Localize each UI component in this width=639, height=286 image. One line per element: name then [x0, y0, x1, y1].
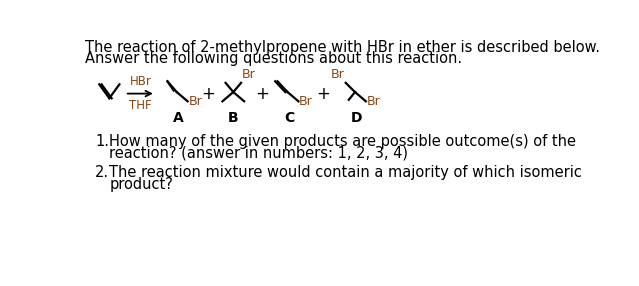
Text: Br: Br: [189, 95, 202, 108]
Text: D: D: [351, 111, 362, 125]
Text: HBr: HBr: [129, 75, 151, 88]
Text: Br: Br: [242, 68, 256, 81]
Text: Br: Br: [331, 68, 345, 81]
Text: +: +: [316, 85, 330, 103]
Text: THF: THF: [129, 99, 151, 112]
Text: 2.: 2.: [95, 165, 109, 180]
Text: The reaction mixture would contain a majority of which isomeric: The reaction mixture would contain a maj…: [109, 165, 582, 180]
Text: +: +: [255, 85, 269, 103]
Text: Answer the following questions about this reaction.: Answer the following questions about thi…: [85, 51, 463, 66]
Text: 1.: 1.: [95, 134, 109, 149]
Text: B: B: [228, 111, 238, 125]
Text: How many of the given products are possible outcome(s) of the: How many of the given products are possi…: [109, 134, 576, 149]
Text: reaction? (answer in numbers: 1, 2, 3, 4): reaction? (answer in numbers: 1, 2, 3, 4…: [109, 146, 408, 161]
Text: +: +: [201, 85, 215, 103]
Text: The reaction of 2-methylpropene with HBr in ether is described below.: The reaction of 2-methylpropene with HBr…: [85, 41, 600, 55]
Text: Br: Br: [367, 95, 380, 108]
Text: A: A: [173, 111, 183, 125]
Text: C: C: [284, 111, 294, 125]
Text: product?: product?: [109, 177, 173, 192]
Text: Br: Br: [299, 95, 313, 108]
